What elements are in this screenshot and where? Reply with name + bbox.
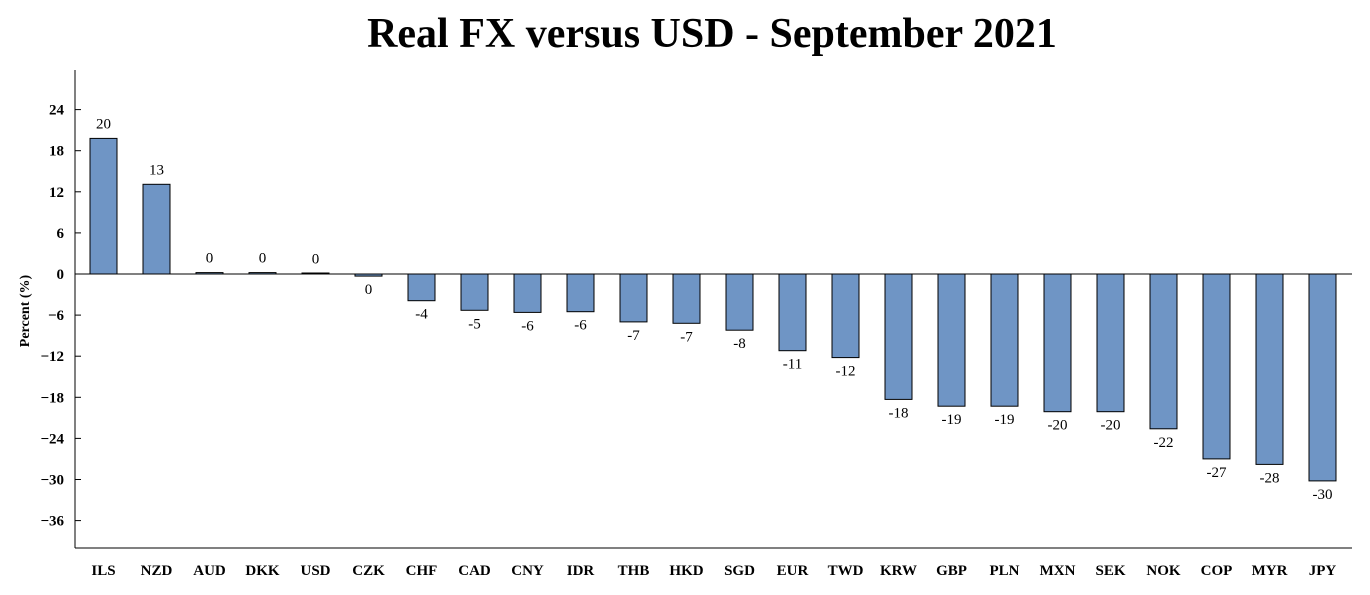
bar-cny <box>513 273 542 313</box>
y-tick-label: −6 <box>48 308 65 324</box>
data-label: -7 <box>627 328 640 344</box>
data-label: 0 <box>206 251 214 267</box>
data-label: -19 <box>995 412 1015 428</box>
data-label: -11 <box>783 357 802 373</box>
x-tick-label: ILS <box>91 563 115 579</box>
data-label: 0 <box>365 282 373 298</box>
x-tick-label: CAD <box>458 563 491 579</box>
bar-nzd <box>142 183 171 275</box>
bar-jpy <box>1308 273 1337 482</box>
data-label: -28 <box>1260 470 1280 486</box>
y-tick-label: −12 <box>40 349 64 365</box>
y-tick-label: −18 <box>40 390 64 406</box>
bar-thb <box>619 273 648 323</box>
data-label: -8 <box>733 336 746 352</box>
bar-sek <box>1096 273 1125 413</box>
x-tick-label: CZK <box>352 563 385 579</box>
x-tick-label: THB <box>618 563 650 579</box>
x-tick-label: USD <box>300 563 330 579</box>
x-tick-label: AUD <box>193 563 226 579</box>
bar-mxn <box>1043 273 1072 413</box>
x-tick-label: GBP <box>936 563 967 579</box>
bar-ils <box>89 137 118 275</box>
y-axis-ticks: 24 18 12 6 0 −6 −12 −18 −24 −30 −36 <box>40 103 81 530</box>
bar-myr <box>1255 273 1284 465</box>
chart-title: Real FX versus USD - September 2021 <box>367 11 1057 57</box>
x-tick-label: NZD <box>141 563 173 579</box>
bar-idr <box>566 273 595 313</box>
bar-cad <box>460 273 489 311</box>
y-tick-label: 6 <box>57 226 65 242</box>
data-label: 0 <box>259 251 267 267</box>
x-tick-label: PLN <box>990 563 1020 579</box>
data-label: -6 <box>521 318 534 334</box>
bars <box>89 137 1337 482</box>
x-axis-categories: ILS NZD AUD DKK USD CZK CHF CAD CNY IDR THB HKD SGD E… <box>91 563 1336 579</box>
y-tick-label: −36 <box>40 514 64 530</box>
bar-twd <box>831 273 860 359</box>
x-tick-label: EUR <box>777 563 809 579</box>
y-tick-label: −30 <box>40 473 64 489</box>
data-label: -18 <box>889 405 909 421</box>
data-label: -20 <box>1101 418 1121 434</box>
x-tick-label: DKK <box>245 563 280 579</box>
data-label: -6 <box>574 318 587 334</box>
data-label: -20 <box>1048 418 1068 434</box>
data-label: -22 <box>1154 435 1174 451</box>
x-tick-label: MXN <box>1040 563 1076 579</box>
bar-cop <box>1202 273 1231 460</box>
x-tick-label: MYR <box>1252 563 1288 579</box>
data-label: 0 <box>312 252 320 268</box>
data-label: -27 <box>1207 465 1227 481</box>
x-tick-label: SGD <box>724 563 755 579</box>
data-label: -5 <box>468 316 481 332</box>
x-tick-label: NOK <box>1146 563 1181 579</box>
bar-chf <box>407 273 436 302</box>
data-labels: 20 13 0 0 0 0 -4 -5 -6 -6 -7 -7 -8 -11 -12 -18 -19 -19 -20… <box>96 116 1333 503</box>
data-label: -30 <box>1313 487 1333 503</box>
bar-gbp <box>937 273 966 407</box>
x-tick-label: JPY <box>1309 563 1337 579</box>
x-tick-label: KRW <box>880 563 917 579</box>
data-label: -12 <box>836 364 856 380</box>
x-tick-label: COP <box>1201 563 1233 579</box>
y-tick-label: 18 <box>49 144 64 160</box>
x-tick-label: SEK <box>1095 563 1125 579</box>
bar-nok <box>1149 273 1178 430</box>
bar-krw <box>884 273 913 400</box>
bar-pln <box>990 273 1019 407</box>
bar-hkd <box>672 273 701 324</box>
data-label: -19 <box>942 412 962 428</box>
y-tick-label: 12 <box>49 185 64 201</box>
x-tick-label: CNY <box>511 563 544 579</box>
data-label: -7 <box>680 329 693 345</box>
data-label: 20 <box>96 116 111 132</box>
y-tick-label: 24 <box>49 103 65 119</box>
x-tick-label: HKD <box>669 563 703 579</box>
x-tick-label: TWD <box>828 563 864 579</box>
bar-sgd <box>725 273 754 331</box>
y-axis-label: Percent (%) <box>18 274 33 347</box>
x-tick-label: IDR <box>567 563 595 579</box>
x-tick-label: CHF <box>406 563 438 579</box>
data-label: -4 <box>415 307 428 323</box>
bar-eur <box>778 273 807 352</box>
y-tick-label: 0 <box>57 267 65 283</box>
y-tick-label: −24 <box>40 431 64 447</box>
data-label: 13 <box>149 162 164 178</box>
